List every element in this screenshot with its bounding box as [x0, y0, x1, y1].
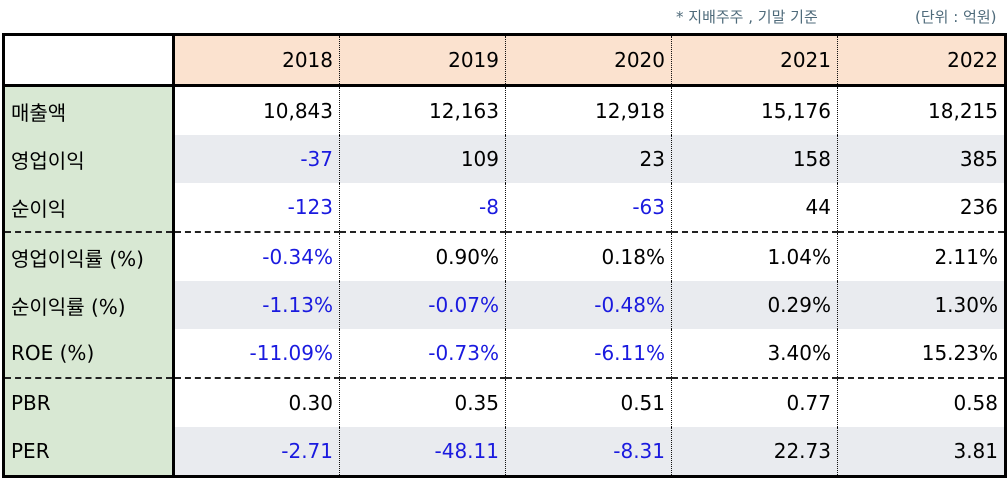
value-cell: 1.30%: [837, 281, 1007, 329]
table-row: 영업이익률 (%) -0.34% 0.90% 0.18% 1.04% 2.11%: [2, 232, 1007, 281]
value-cell: -123: [173, 183, 340, 233]
row-label: 영업이익: [2, 135, 175, 183]
value-cell: 0.35: [339, 378, 506, 427]
value-cell: -37: [173, 135, 340, 183]
value-cell: 109: [339, 135, 506, 183]
value-cell: -8.31: [505, 427, 672, 478]
value-cell: 0.29%: [671, 281, 838, 329]
table-row: 영업이익 -37 109 23 158 385: [2, 135, 1007, 183]
value-cell: -0.07%: [339, 281, 506, 329]
year-header: 2018: [173, 33, 340, 87]
table-row: PER -2.71 -48.11 -8.31 22.73 3.81: [2, 427, 1007, 478]
value-cell: 15.23%: [837, 329, 1007, 379]
value-cell: 12,163: [339, 85, 506, 135]
value-cell: -6.11%: [505, 329, 672, 379]
row-label: ROE (%): [2, 329, 175, 379]
value-cell: 236: [837, 183, 1007, 233]
value-cell: 23: [505, 135, 672, 183]
value-cell: -0.73%: [339, 329, 506, 379]
value-cell: 22.73: [671, 427, 838, 478]
value-cell: -63: [505, 183, 672, 233]
year-header: 2019: [339, 33, 506, 87]
value-cell: 12,918: [505, 85, 672, 135]
value-cell: -1.13%: [173, 281, 340, 329]
header-row: 2018 2019 2020 2021 2022: [2, 33, 1007, 87]
value-cell: 0.30: [173, 378, 340, 427]
value-cell: 2.11%: [837, 232, 1007, 281]
year-header: 2021: [671, 33, 838, 87]
row-label: 매출액: [2, 85, 175, 135]
row-label: 영업이익률 (%): [2, 232, 175, 281]
value-cell: 0.51: [505, 378, 672, 427]
value-cell: 18,215: [837, 85, 1007, 135]
value-cell: -0.48%: [505, 281, 672, 329]
value-cell: -2.71: [173, 427, 340, 478]
value-cell: 1.04%: [671, 232, 838, 281]
value-cell: 385: [837, 135, 1007, 183]
year-header: 2022: [837, 33, 1007, 87]
table-row: ROE (%) -11.09% -0.73% -6.11% 3.40% 15.23%: [2, 329, 1007, 379]
table-row: 순이익률 (%) -1.13% -0.07% -0.48% 0.29% 1.30%: [2, 281, 1007, 329]
corner-cell: [2, 33, 175, 87]
row-label: PER: [2, 427, 175, 478]
value-cell: -0.34%: [173, 232, 340, 281]
value-cell: 0.18%: [505, 232, 672, 281]
value-cell: 15,176: [671, 85, 838, 135]
row-label: PBR: [2, 378, 175, 427]
unit-note: (단위 : 억원): [915, 8, 997, 26]
value-cell: -8: [339, 183, 506, 233]
table-row: 매출액 10,843 12,163 12,918 15,176 18,215: [2, 85, 1007, 135]
value-cell: 10,843: [173, 85, 340, 135]
table-row: 순이익 -123 -8 -63 44 236: [2, 183, 1007, 233]
basis-note: * 지배주주 , 기말 기준: [676, 8, 818, 26]
value-cell: 3.81: [837, 427, 1007, 478]
value-cell: -11.09%: [173, 329, 340, 379]
value-cell: 158: [671, 135, 838, 183]
value-cell: 0.90%: [339, 232, 506, 281]
table-row: PBR 0.30 0.35 0.51 0.77 0.58: [2, 378, 1007, 427]
value-cell: 0.58: [837, 378, 1007, 427]
value-cell: 3.40%: [671, 329, 838, 379]
row-label: 순이익률 (%): [2, 281, 175, 329]
financial-table: 2018 2019 2020 2021 2022 매출액 10,843 12,163…: [2, 33, 1007, 478]
value-cell: 0.77: [671, 378, 838, 427]
value-cell: -48.11: [339, 427, 506, 478]
year-header: 2020: [505, 33, 672, 87]
row-label: 순이익: [2, 183, 175, 233]
value-cell: 44: [671, 183, 838, 233]
